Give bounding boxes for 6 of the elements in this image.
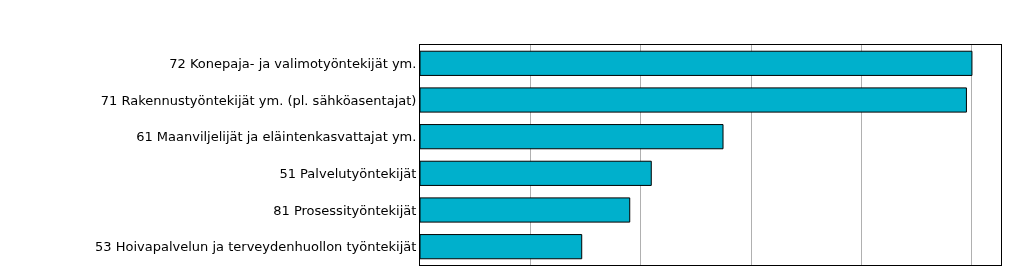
y-tick-label: 51 Palvelutyöntekijät	[279, 165, 417, 181]
y-tick-label: 53 Hoivapalvelun ja terveydenhuollon työntekijät	[95, 239, 417, 255]
y-tick-label: 72 Konepaja- ja valimotyöntekijät ym.	[169, 55, 417, 71]
y-tick-label: 71 Rakennustyöntekijät ym. (pl. sähköasentajat)	[100, 92, 417, 108]
y-tick-label: 81 Prosessityöntekijät	[273, 202, 417, 218]
y-tick-label: 61 Maanviljelijät ja eläintenkasvattajat ym.	[136, 129, 417, 145]
